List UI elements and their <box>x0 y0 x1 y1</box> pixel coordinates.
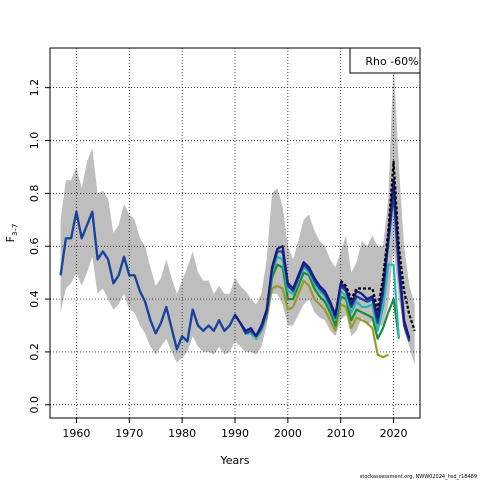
x-axis-title: Years <box>219 454 249 467</box>
y-tick-label-0: 0.0 <box>28 396 41 414</box>
x-tick-label-1970: 1970 <box>115 427 143 440</box>
confidence-band <box>60 61 415 366</box>
x-tick-label-1990: 1990 <box>221 427 249 440</box>
x-tick-label-1960: 1960 <box>62 427 90 440</box>
series-line-peel_navy <box>234 179 411 340</box>
credit-text: stockassessment.org, NWW02024_hsd_r18489 <box>360 474 477 480</box>
series-layer <box>59 160 416 359</box>
legend: Rho -60% <box>349 47 421 74</box>
series-line-main <box>339 160 416 332</box>
y-axis-title-main: F <box>4 236 17 242</box>
y-tick-label-6: 1.2 <box>28 79 41 97</box>
y-tick-label-1: 0.2 <box>28 343 41 361</box>
confidence-band-layer <box>60 61 415 366</box>
x-tick-label-1980: 1980 <box>168 427 196 440</box>
x-tick-label-2020: 2020 <box>380 427 408 440</box>
y-axis-title: F3–7 <box>4 224 19 243</box>
x-axis: 1960 1970 1980 1990 2000 2010 2020 <box>62 418 408 440</box>
y-tick-label-2: 0.4 <box>28 290 41 308</box>
x-tick-label-2010: 2010 <box>327 427 355 440</box>
x-tick-label-2000: 2000 <box>274 427 302 440</box>
legend-box <box>349 47 421 74</box>
y-axis-title-sub: 3–7 <box>11 224 19 236</box>
y-axis: 0.0 0.2 0.4 0.6 0.8 1.0 1.2 <box>28 79 50 414</box>
legend-label: Rho -60% <box>365 55 418 68</box>
y-tick-label-5: 1.0 <box>28 132 41 150</box>
y-tick-label-3: 0.6 <box>28 237 41 255</box>
y-tick-label-4: 0.8 <box>28 185 41 203</box>
